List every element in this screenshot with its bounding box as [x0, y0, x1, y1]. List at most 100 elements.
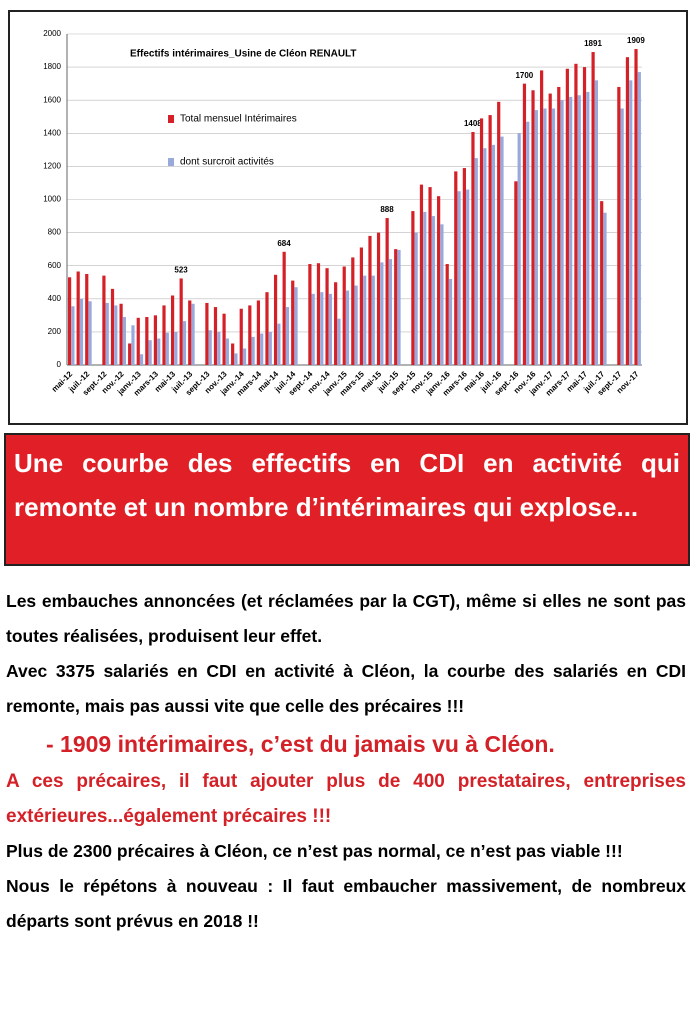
bar	[162, 305, 166, 365]
paragraph: Nous le répétons à nouveau : Il faut emb…	[6, 876, 686, 931]
bar	[454, 171, 458, 365]
bar	[359, 247, 363, 365]
bar	[531, 90, 535, 366]
chart-title: Effectifs intérimaires_Usine de Cléon RE…	[130, 49, 357, 60]
bar	[582, 67, 587, 365]
bar	[114, 305, 118, 365]
banner: Une courbe des effectifs en CDI en activ…	[4, 433, 690, 566]
chart: Effectifs intérimaires_Usine de Cléon RE…	[43, 29, 645, 397]
bar	[119, 303, 123, 365]
y-tick-label: 1600	[43, 95, 61, 104]
bar	[371, 275, 375, 365]
data-label: 1408	[464, 119, 482, 128]
y-tick-label: 400	[48, 294, 62, 303]
bar	[600, 201, 604, 365]
y-tick-label: 200	[48, 327, 62, 336]
bar	[488, 115, 492, 365]
bar	[291, 280, 295, 365]
bar	[79, 298, 84, 365]
data-label: 523	[174, 266, 188, 275]
bar	[388, 259, 393, 365]
bar	[316, 263, 321, 365]
bar	[540, 70, 544, 365]
bar	[497, 101, 501, 365]
bar	[594, 80, 599, 365]
bar	[471, 131, 475, 365]
bar	[514, 181, 518, 365]
bar	[534, 110, 538, 365]
bar	[308, 264, 312, 365]
bar	[551, 108, 556, 365]
y-tick-label: 600	[48, 261, 62, 270]
bar	[548, 93, 552, 365]
bar	[68, 277, 72, 365]
y-tick-label: 0	[57, 360, 62, 369]
bar	[394, 249, 398, 365]
bar	[345, 290, 350, 365]
bar	[239, 308, 243, 365]
data-label: 1700	[515, 71, 533, 80]
bar	[376, 232, 381, 365]
bar	[411, 211, 415, 365]
bar	[522, 83, 527, 366]
paragraph: Plus de 2300 précaires à Cléon, ce n’est…	[6, 841, 623, 861]
bar	[363, 275, 367, 365]
bar	[557, 86, 561, 366]
bar	[491, 144, 496, 365]
bar	[448, 278, 453, 365]
bar	[462, 168, 466, 365]
bar	[165, 332, 169, 365]
bar	[517, 133, 521, 365]
chart-frame: Effectifs intérimaires_Usine de Cléon RE…	[8, 10, 688, 425]
bar	[445, 264, 449, 365]
bar	[88, 301, 92, 365]
bar	[251, 336, 255, 365]
bar	[437, 196, 441, 365]
bar	[577, 95, 581, 366]
bar	[122, 317, 126, 365]
bar	[110, 288, 115, 365]
paragraph: A ces précaires, il faut ajouter plus de…	[6, 771, 686, 827]
bar	[380, 262, 384, 365]
bar	[603, 212, 607, 365]
y-tick-label: 1000	[43, 195, 61, 204]
bar	[157, 338, 161, 365]
legend-swatch	[168, 158, 174, 166]
bar	[337, 318, 341, 365]
data-label: 1891	[584, 39, 602, 48]
bar	[248, 305, 252, 365]
bar	[325, 268, 329, 365]
bar	[225, 338, 229, 365]
y-tick-label: 800	[48, 228, 62, 237]
bar	[431, 216, 435, 365]
bar	[311, 293, 315, 365]
bar	[625, 57, 630, 366]
bar	[191, 303, 195, 365]
bar	[634, 49, 638, 366]
bar	[629, 80, 633, 365]
legend-label: Total mensuel Intérimaires	[180, 114, 297, 125]
bar	[354, 285, 358, 365]
bar	[174, 331, 178, 365]
bar	[466, 189, 470, 365]
bar	[385, 218, 389, 365]
bar	[574, 63, 578, 365]
bar	[500, 136, 504, 365]
bar	[591, 52, 595, 366]
legend-swatch	[168, 115, 174, 123]
legend-label: dont surcroit activités	[180, 157, 274, 168]
bar	[617, 86, 621, 366]
bar	[586, 91, 590, 366]
bar	[105, 302, 109, 365]
bar	[188, 300, 192, 365]
bar	[128, 343, 132, 365]
bar	[234, 353, 238, 365]
bar	[148, 340, 152, 365]
headline: - 1909 intérimaires, c’est du jamais vu …	[46, 731, 555, 757]
bar	[320, 292, 324, 365]
bar	[334, 282, 338, 365]
y-tick-label: 1400	[43, 128, 61, 137]
bar	[543, 108, 547, 365]
bar	[85, 273, 89, 365]
bar	[483, 148, 487, 365]
